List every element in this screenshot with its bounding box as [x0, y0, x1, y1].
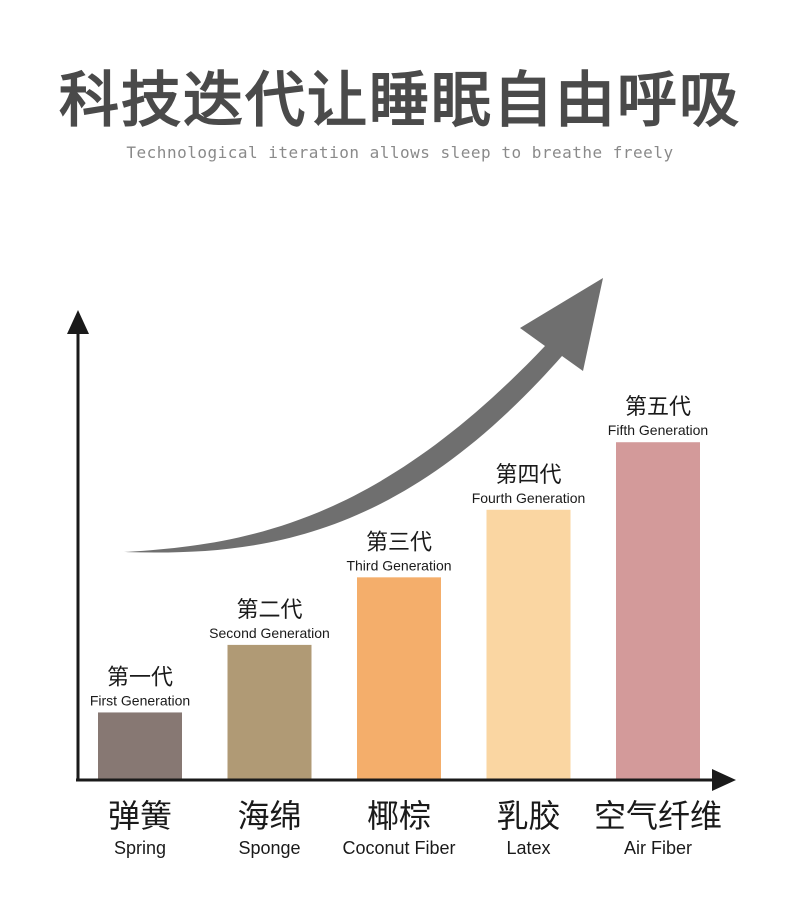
bar-label-en: Second Generation: [209, 625, 330, 641]
bar-label-en: Fifth Generation: [608, 422, 708, 438]
category-label-en: Coconut Fiber: [342, 838, 455, 858]
bar-gen-1: [98, 712, 182, 780]
bar-gen-3: [357, 577, 441, 780]
category-label-en: Latex: [506, 838, 550, 858]
bar-gen-2: [227, 644, 312, 780]
category-label-en: Air Fiber: [624, 838, 692, 858]
page-title: 科技迭代让睡眠自由呼吸: [59, 66, 741, 136]
bar-label-en: First Generation: [90, 692, 190, 708]
bar-label-cn: 第一代: [107, 665, 173, 690]
category-label-cn: 乳胶: [496, 797, 560, 835]
page-subtitle: Technological iteration allows sleep to …: [126, 143, 674, 162]
category-label-cn: 椰棕: [367, 797, 431, 835]
category-label-cn: 空气纤维: [594, 797, 722, 835]
category-label-cn: 弹簧: [108, 797, 172, 835]
bar-label-cn: 第四代: [495, 463, 561, 488]
category-label-en: Sponge: [238, 838, 300, 858]
bar-label-cn: 第三代: [366, 530, 432, 555]
trend-arrow-icon: [124, 278, 603, 553]
bar-label-cn: 第二代: [236, 598, 302, 623]
category-label-en: Spring: [114, 838, 166, 858]
bar-gen-5: [616, 442, 700, 780]
category-label-cn: 海绵: [237, 797, 301, 835]
bar-label-cn: 第五代: [625, 395, 691, 420]
y-axis-arrow-icon: [67, 310, 89, 334]
x-axis-arrow-icon: [712, 769, 736, 791]
bar-label-en: Third Generation: [346, 557, 451, 573]
bar-label-en: Fourth Generation: [472, 490, 586, 506]
bar-gen-4: [486, 509, 571, 780]
